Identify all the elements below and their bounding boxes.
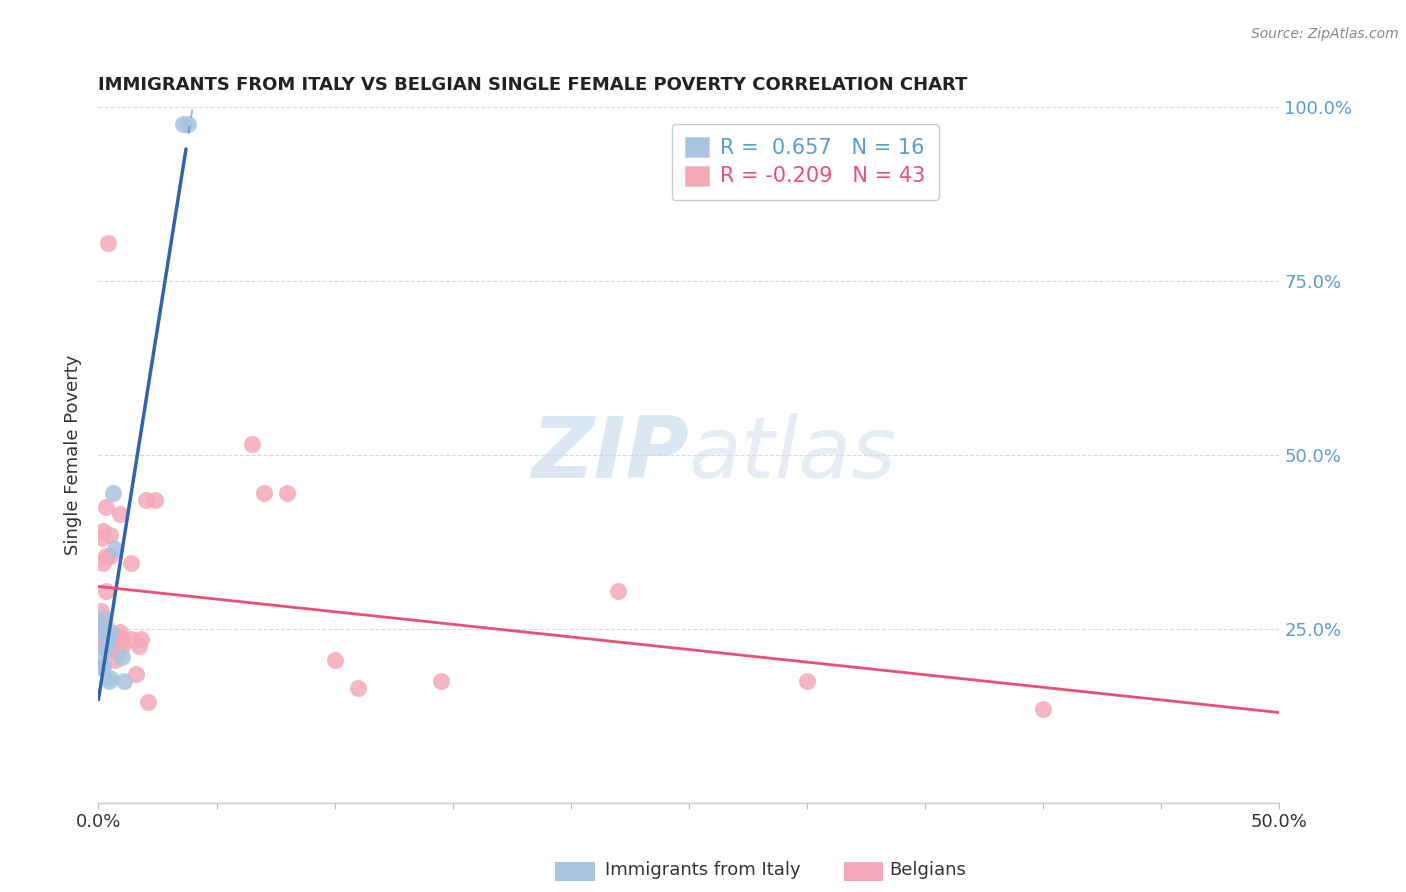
Point: [90, 605, 112, 619]
Point: [121, 632, 143, 647]
Point: [91, 524, 114, 539]
Point: [276, 486, 298, 500]
Point: [90, 639, 112, 653]
Point: [108, 507, 131, 521]
Point: [172, 117, 194, 131]
Point: [98, 671, 121, 685]
Text: ZIP: ZIP: [531, 413, 689, 497]
Point: [135, 493, 157, 508]
Point: [136, 695, 159, 709]
Point: [347, 681, 370, 695]
Point: [94, 500, 117, 514]
Text: Source: ZipAtlas.com: Source: ZipAtlas.com: [1251, 27, 1399, 41]
Point: [107, 646, 129, 660]
Point: [97, 235, 120, 250]
Point: [143, 493, 166, 508]
Text: atlas: atlas: [689, 413, 897, 497]
Point: [111, 649, 134, 664]
Point: [104, 653, 127, 667]
Point: [101, 639, 124, 653]
Point: [98, 625, 121, 640]
Point: [607, 583, 630, 598]
Point: [111, 632, 134, 647]
Point: [91, 556, 114, 570]
Point: [91, 625, 114, 640]
Point: [94, 583, 117, 598]
Point: [91, 639, 114, 653]
Point: [121, 556, 143, 570]
Point: [91, 532, 114, 546]
Point: [91, 660, 114, 674]
Text: Immigrants from Italy: Immigrants from Italy: [605, 861, 801, 879]
Y-axis label: Single Female Poverty: Single Female Poverty: [65, 355, 83, 555]
Point: [108, 625, 131, 640]
Point: [129, 632, 152, 647]
Point: [796, 674, 818, 689]
Point: [111, 639, 134, 653]
Point: [89, 625, 111, 640]
Point: [430, 674, 453, 689]
Point: [90, 660, 112, 674]
Point: [97, 632, 120, 647]
Point: [101, 486, 124, 500]
Point: [98, 549, 121, 563]
Point: [1032, 702, 1054, 716]
Point: [89, 632, 111, 647]
Text: IMMIGRANTS FROM ITALY VS BELGIAN SINGLE FEMALE POVERTY CORRELATION CHART: IMMIGRANTS FROM ITALY VS BELGIAN SINGLE …: [98, 77, 967, 95]
Point: [90, 615, 112, 629]
Point: [94, 549, 117, 563]
Point: [253, 486, 276, 500]
Point: [98, 674, 121, 689]
Point: [125, 667, 148, 681]
Point: [104, 639, 127, 653]
Point: [112, 674, 135, 689]
Point: [89, 618, 111, 632]
Point: [128, 639, 150, 653]
Point: [91, 646, 114, 660]
Point: [98, 528, 121, 542]
Point: [94, 639, 117, 653]
Point: [323, 653, 346, 667]
Text: Belgians: Belgians: [890, 861, 966, 879]
Point: [177, 117, 200, 131]
Point: [91, 611, 114, 625]
Point: [104, 541, 127, 556]
Point: [105, 632, 128, 647]
Point: [91, 625, 114, 640]
Point: [89, 629, 111, 643]
Point: [240, 437, 263, 451]
Legend: R =  0.657   N = 16, R = -0.209   N = 43: R = 0.657 N = 16, R = -0.209 N = 43: [672, 124, 939, 200]
